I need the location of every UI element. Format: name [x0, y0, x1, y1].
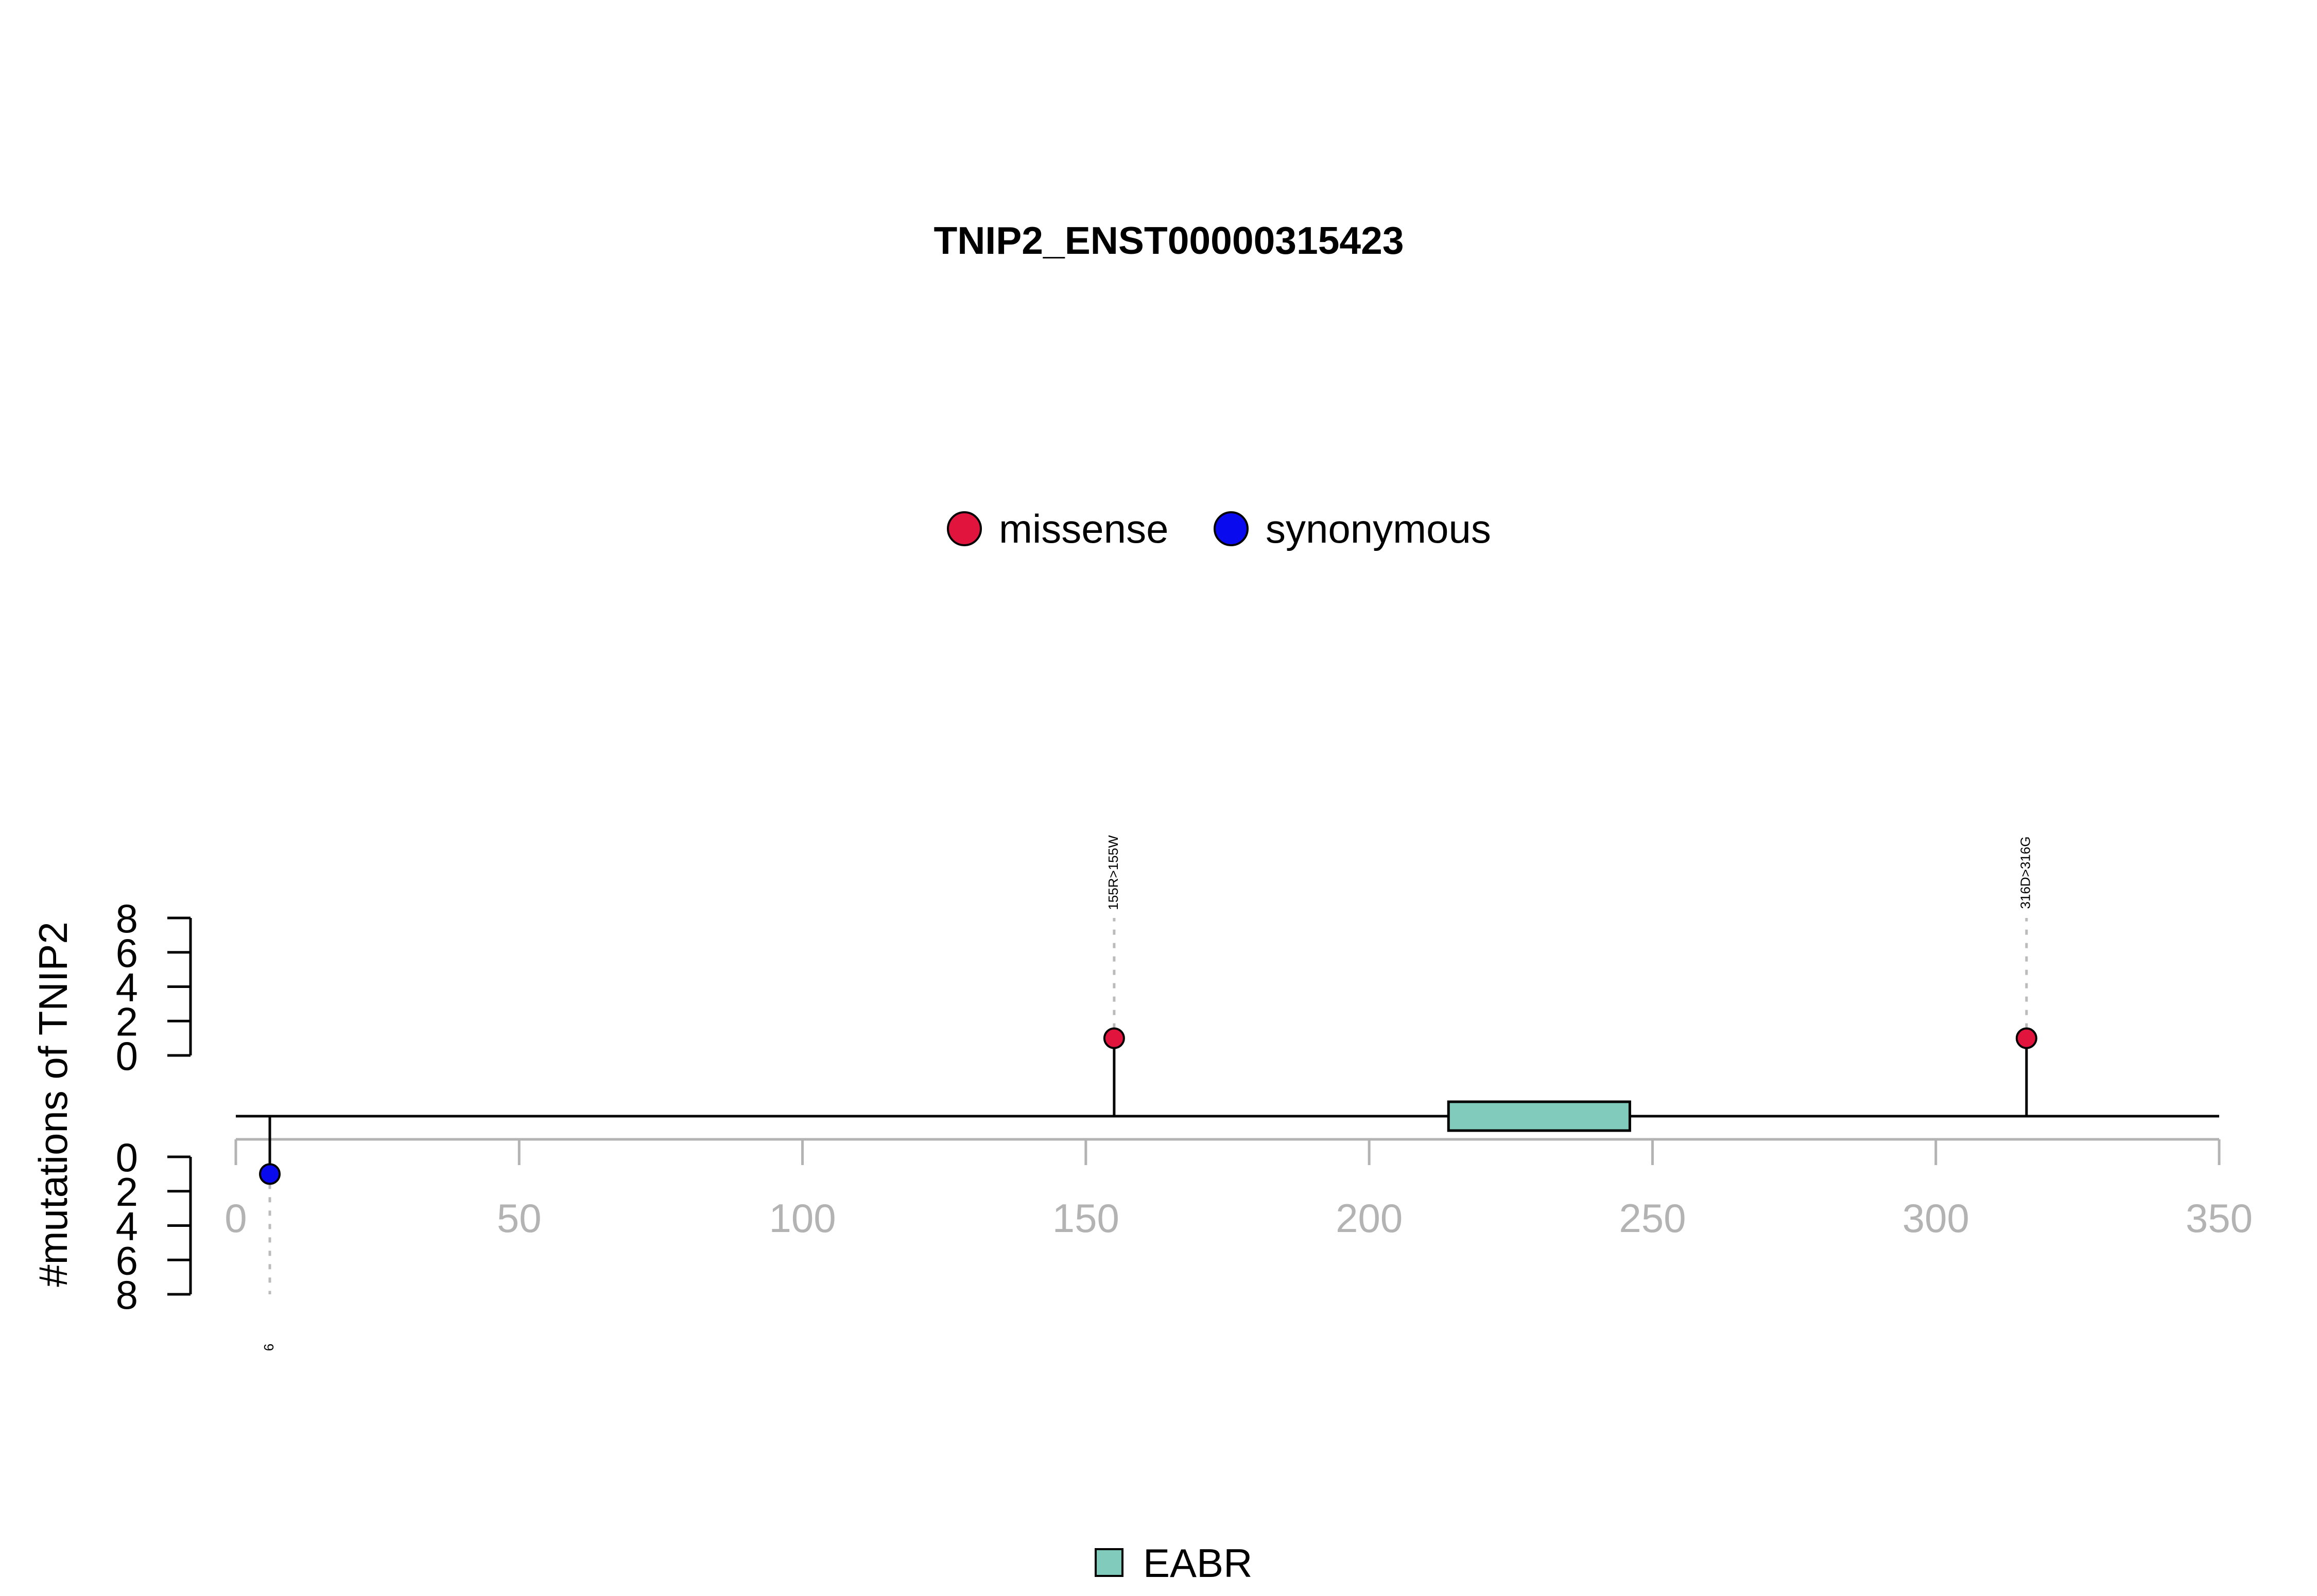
x-tick-label: 150: [1052, 1195, 1119, 1241]
x-tick-label: 0: [224, 1195, 247, 1241]
y-bottom-tick-label: 8: [116, 1272, 138, 1317]
legend-synonymous-label: synonymous: [1266, 506, 1491, 551]
domain-eabr: [1447, 1100, 1631, 1132]
y-top-tick-label: 0: [116, 1033, 138, 1079]
legend-missense-label: missense: [999, 506, 1168, 551]
y-top-tick-label: 6: [116, 930, 138, 976]
y-top-tick-label: 2: [116, 999, 138, 1044]
y-bottom-tick-label: 0: [116, 1135, 138, 1180]
x-tick-label: 350: [2186, 1195, 2253, 1241]
legend-domain-eabr-label: EABR: [1143, 1540, 1252, 1586]
y-bottom-tick-label: 6: [116, 1238, 138, 1283]
y-axis-label: #mutations of TNIP2: [30, 922, 76, 1287]
x-tick-label: 100: [769, 1195, 836, 1241]
y-bottom-tick-label: 2: [116, 1169, 138, 1215]
x-tick-label: 250: [1619, 1195, 1686, 1241]
mutation-label: 316D>316G: [2018, 837, 2033, 909]
y-top-tick-label: 4: [116, 965, 138, 1010]
mutation-marker-synonymous: [259, 1163, 281, 1185]
y-top-tick-label: 8: [116, 896, 138, 941]
legend-domain-eabr-swatch: [1095, 1548, 1123, 1577]
mutation-155: 155R>155W: [1103, 835, 1125, 1116]
mutation-marker-missense: [1103, 1027, 1125, 1049]
x-tick-label: 50: [497, 1195, 542, 1241]
x-tick-label: 300: [1903, 1195, 1969, 1241]
mutation-type-legend: missense synonymous: [947, 506, 1491, 551]
domain-legend: EABR: [1095, 1540, 1252, 1586]
mutation-6: 6: [259, 1116, 281, 1351]
mutation-layer: 6 155R>155W 316D>316G: [259, 835, 2037, 1351]
mutation-316: 316D>316G: [2015, 837, 2037, 1116]
chart-title: TNIP2_ENST00000315423: [933, 219, 1404, 262]
mutation-marker-missense: [2015, 1027, 2037, 1049]
legend-synonymous-marker: [1214, 511, 1249, 546]
legend-missense-marker: [947, 511, 982, 546]
mutation-label: 6: [261, 1344, 276, 1351]
domain-layer: [1447, 1100, 1631, 1132]
y-bottom-tick-label: 4: [116, 1204, 138, 1249]
mutation-label: 155R>155W: [1105, 835, 1121, 910]
x-tick-label: 200: [1336, 1195, 1403, 1241]
x-axis: 0 50 100 150 200 250 300 350: [224, 1138, 2253, 1241]
